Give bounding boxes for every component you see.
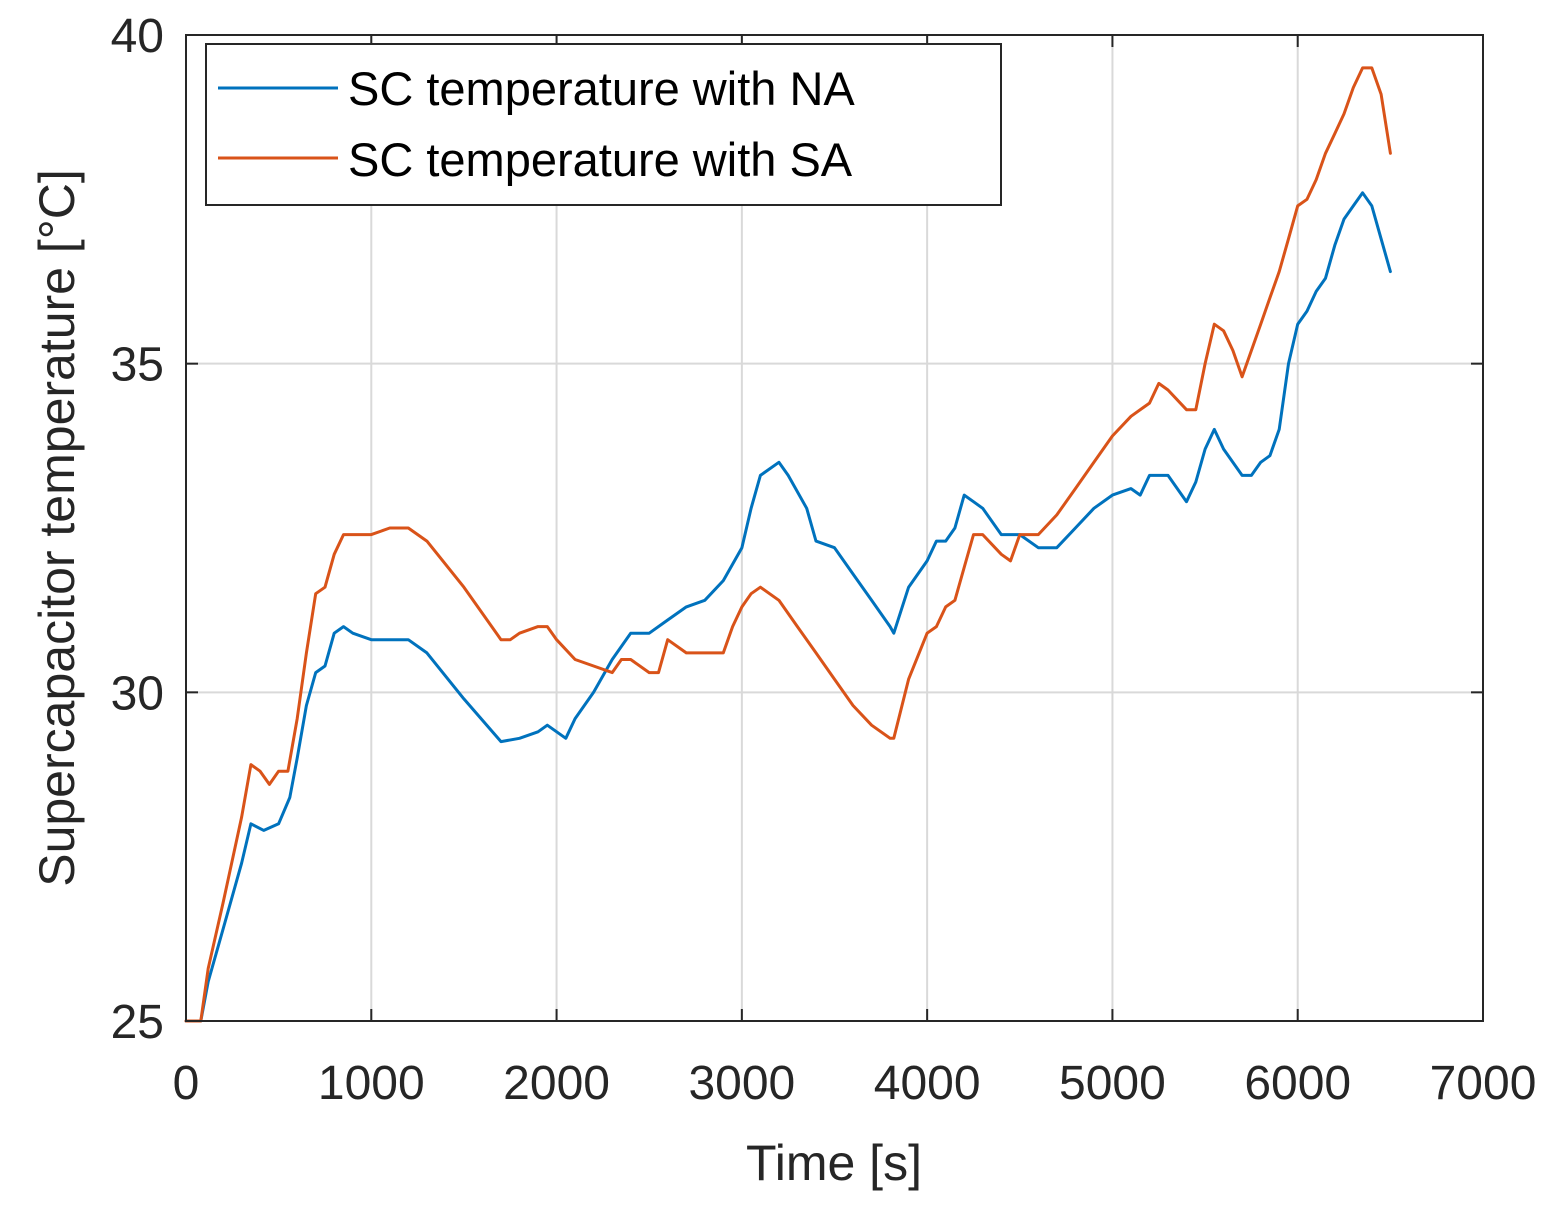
legend-box (205, 43, 1002, 206)
x-tick-label: 0 (173, 1057, 200, 1110)
series-layer (184, 66, 1392, 1023)
x-tick-label: 5000 (1059, 1057, 1166, 1110)
y-tick-label: 35 (111, 339, 164, 392)
x-tick-label: 6000 (1244, 1057, 1351, 1110)
legend: SC temperature with NA SC temperature wi… (205, 43, 1002, 206)
y-tick-labels: 25 30 35 40 (111, 10, 164, 1049)
y-tick-label: 40 (111, 10, 164, 63)
series-line-na (184, 191, 1392, 1023)
x-tick-label: 3000 (688, 1057, 795, 1110)
ticks (185, 34, 1484, 1022)
x-tick-labels: 0 1000 2000 3000 4000 5000 6000 7000 (173, 1057, 1537, 1110)
plot-frame (185, 34, 1484, 1022)
y-axis-title: Supercapacitor temperature [°C] (29, 169, 85, 887)
x-tick-label: 2000 (503, 1057, 610, 1110)
x-tick-label: 1000 (318, 1057, 425, 1110)
legend-label-sa: SC temperature with SA (348, 133, 853, 186)
legend-label-na: SC temperature with NA (348, 62, 855, 115)
x-tick-label: 4000 (874, 1057, 981, 1110)
x-axis-title: Time [s] (746, 1135, 922, 1191)
y-tick-label: 25 (111, 996, 164, 1049)
series-line-sa (184, 66, 1392, 1023)
x-tick-label: 7000 (1430, 1057, 1537, 1110)
y-tick-label: 30 (111, 667, 164, 720)
